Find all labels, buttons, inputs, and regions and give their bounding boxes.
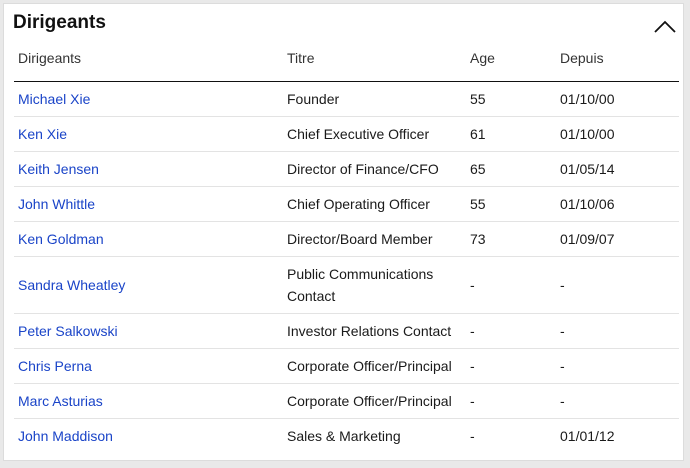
cell-title: Sales & Marketing xyxy=(287,428,401,444)
cell-name: Peter Salkowski xyxy=(14,313,283,349)
table-row: John Whittle Chief Operating Officer 55 … xyxy=(14,186,679,222)
cell-name: Chris Perna xyxy=(14,348,283,384)
collapse-button[interactable] xyxy=(652,14,678,38)
executives-panel: Dirigeants Dirigeants Titre Age Depuis M… xyxy=(3,3,684,461)
cell-since: 01/10/00 xyxy=(556,81,679,117)
cell-since: 01/05/14 xyxy=(556,151,679,187)
cell-since: 01/10/06 xyxy=(556,186,679,222)
cell-age: - xyxy=(470,428,475,444)
cell-age: - xyxy=(466,256,556,314)
cell-since: 01/10/00 xyxy=(556,116,679,152)
cell-title: Chief Executive Officer xyxy=(283,116,466,152)
table-row: Ken Xie Chief Executive Officer 61 01/10… xyxy=(14,116,679,152)
cell-title: Public Communications Contact xyxy=(283,256,466,314)
table-header-row: Dirigeants Titre Age Depuis xyxy=(14,50,679,82)
cell-since: - xyxy=(556,383,679,419)
table-row: Sandra Wheatley Public Communications Co… xyxy=(14,256,679,314)
person-link[interactable]: Michael Xie xyxy=(18,91,91,107)
cell-title: Director of Finance/CFO xyxy=(283,151,466,187)
person-link[interactable]: John Whittle xyxy=(18,196,96,212)
cell-since: 01/01/12 xyxy=(560,428,615,444)
table-row: Chris Perna Corporate Officer/Principal … xyxy=(14,348,679,384)
cell-since: - xyxy=(556,348,679,384)
executives-table: Dirigeants Titre Age Depuis Michael Xie … xyxy=(14,50,679,453)
cell-name: John Maddison xyxy=(14,419,283,454)
column-header-since[interactable]: Depuis xyxy=(556,50,679,82)
person-link[interactable]: Marc Asturias xyxy=(18,393,103,409)
cell-age: - xyxy=(466,313,556,349)
table-row: Peter Salkowski Investor Relations Conta… xyxy=(14,313,679,349)
person-link[interactable]: Ken Goldman xyxy=(18,231,104,247)
cell-since: 01/09/07 xyxy=(556,221,679,257)
table-row: Marc Asturias Corporate Officer/Principa… xyxy=(14,383,679,419)
cell-age: 73 xyxy=(466,221,556,257)
cell-name: Marc Asturias xyxy=(14,383,283,419)
cell-age: 55 xyxy=(466,81,556,117)
person-link[interactable]: Keith Jensen xyxy=(18,161,99,177)
cell-title: Corporate Officer/Principal xyxy=(283,348,466,384)
person-link[interactable]: Peter Salkowski xyxy=(18,323,118,339)
cell-name: Sandra Wheatley xyxy=(14,256,283,314)
panel-title: Dirigeants xyxy=(13,12,106,33)
cell-name: John Whittle xyxy=(14,186,283,222)
table-row: Keith Jensen Director of Finance/CFO 65 … xyxy=(14,151,679,187)
cell-name: Keith Jensen xyxy=(14,151,283,187)
cell-name: Ken Goldman xyxy=(14,221,283,257)
person-link[interactable]: Sandra Wheatley xyxy=(18,277,126,293)
cell-title: Investor Relations Contact xyxy=(283,313,466,349)
cell-age: 61 xyxy=(466,116,556,152)
cell-title: Corporate Officer/Principal xyxy=(283,383,466,419)
cell-age: - xyxy=(466,348,556,384)
table-row: Ken Goldman Director/Board Member 73 01/… xyxy=(14,221,679,257)
cell-since: - xyxy=(556,313,679,349)
cell-title: Director/Board Member xyxy=(283,221,466,257)
chevron-up-icon xyxy=(654,20,676,33)
person-link[interactable]: John Maddison xyxy=(18,428,113,444)
cell-name: Ken Xie xyxy=(14,116,283,152)
column-header-age[interactable]: Age xyxy=(466,50,556,82)
person-link[interactable]: Ken Xie xyxy=(18,126,68,142)
column-header-title[interactable]: Titre xyxy=(283,50,466,82)
cell-age: 65 xyxy=(466,151,556,187)
cell-age: 55 xyxy=(466,186,556,222)
cell-age: - xyxy=(466,383,556,419)
cell-name: Michael Xie xyxy=(14,81,283,117)
cell-title: Chief Operating Officer xyxy=(283,186,466,222)
table-row: John Maddison Sales & Marketing - 01/01/… xyxy=(14,419,679,454)
cell-since: - xyxy=(556,256,679,314)
column-header-name[interactable]: Dirigeants xyxy=(14,50,283,82)
cell-title: Founder xyxy=(283,81,466,117)
person-link[interactable]: Chris Perna xyxy=(18,358,92,374)
table-row: Michael Xie Founder 55 01/10/00 xyxy=(14,81,679,117)
